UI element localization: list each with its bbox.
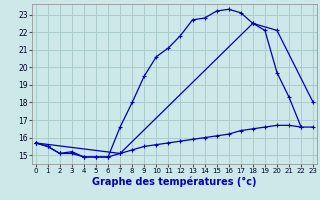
X-axis label: Graphe des températures (°c): Graphe des températures (°c) — [92, 177, 257, 187]
